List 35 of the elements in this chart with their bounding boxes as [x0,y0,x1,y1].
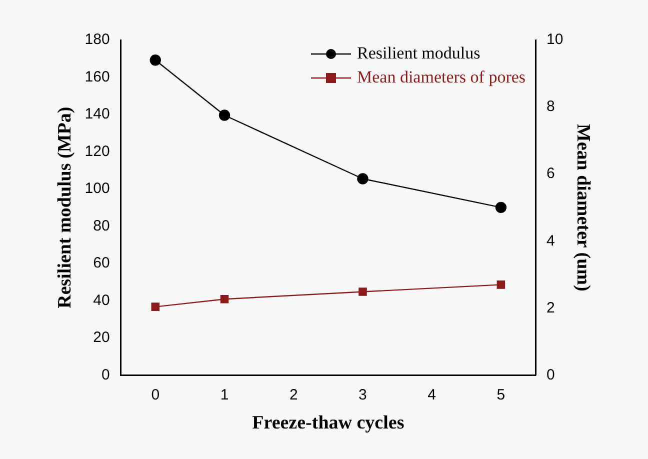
x-tick-label: 0 [151,386,160,404]
point [496,280,506,289]
x-tick-label: 5 [496,386,506,404]
y2-tick-label: 8 [546,98,555,116]
y-tick-label: 0 [101,366,110,384]
point [151,302,160,311]
x-axis-title: Freeze-thaw cycles [252,412,404,434]
y2-axis-title: Mean diameter (um) [572,124,594,292]
y2-tick-label: 6 [546,165,555,182]
y-tick-label: 160 [84,68,110,86]
x-tick-label: 2 [289,386,298,404]
x-tick-label: 1 [220,386,229,404]
y2-tick-label: 10 [546,31,564,48]
point [150,54,161,66]
point [357,173,368,184]
y-axis-title: Resilient modulus (MPa) [54,106,76,308]
x-tick-label: 3 [358,386,367,404]
y-tick-label: 20 [93,329,110,346]
point [218,110,230,121]
y-tick-label: 100 [84,180,110,198]
y2-tick-label: 4 [546,232,555,250]
point [358,288,367,296]
y-tick-label: 120 [84,142,110,160]
y2-tick-label: 2 [546,299,555,316]
point [495,202,507,214]
y2-tick-label: 0 [546,366,555,384]
point [220,294,229,304]
y-tick-label: 40 [93,292,110,309]
y-tick-label: 80 [93,217,110,234]
y-tick-label: 140 [84,106,110,123]
y-tick-label: 180 [84,31,110,48]
y-tick-label: 60 [93,254,110,272]
x-tick-label: 4 [428,386,436,404]
legend-label: Resilient modulus [356,43,480,62]
legend-label: Mean diameters of pores [356,67,526,86]
